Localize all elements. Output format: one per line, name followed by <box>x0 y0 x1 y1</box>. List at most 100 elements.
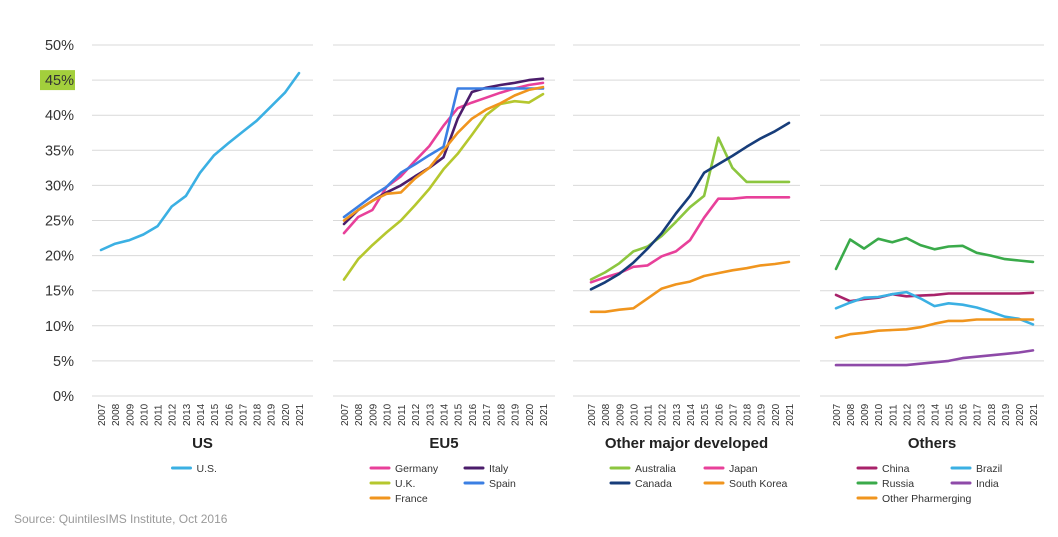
xtick-label: 2011 <box>644 404 655 426</box>
ytick-label: 30% <box>45 178 74 194</box>
legend-label: South Korea <box>729 478 788 490</box>
ytick-label: 10% <box>45 319 74 335</box>
xtick-label: 2017 <box>482 403 493 426</box>
xtick-label: 2011 <box>888 404 899 426</box>
series-line-russia <box>834 236 1035 271</box>
xtick-label: 2015 <box>945 403 956 426</box>
xtick-label: 2012 <box>411 403 422 426</box>
xtick-label: 2008 <box>601 403 612 426</box>
legend-label: Australia <box>635 463 676 475</box>
series-line-south-korea <box>589 260 791 314</box>
xtick-label: 2017 <box>238 403 249 426</box>
source-note: Source: QuintilesIMS Institute, Oct 2016 <box>14 512 228 526</box>
xtick-label: 2010 <box>874 403 885 426</box>
xtick-label: 2021 <box>1029 403 1040 426</box>
series-line-spain <box>342 87 545 219</box>
xtick-label: 2014 <box>931 403 942 426</box>
xtick-label: 2016 <box>468 403 479 426</box>
ytick-label: 40% <box>45 108 74 124</box>
xtick-label: 2018 <box>496 403 507 426</box>
xtick-label: 2019 <box>1001 403 1012 426</box>
xtick-label: 2014 <box>440 403 451 426</box>
xtick-label: 2021 <box>539 403 550 426</box>
xtick-label: 2013 <box>425 403 436 426</box>
ytick-label: 35% <box>45 143 74 159</box>
xtick-label: 2013 <box>182 403 193 426</box>
xtick-label: 2008 <box>354 403 365 426</box>
xtick-label: 2010 <box>383 403 394 426</box>
legend-label: U.S. <box>197 463 217 475</box>
xtick-label: 2013 <box>672 403 683 426</box>
xtick-label: 2021 <box>295 403 306 426</box>
xtick-label: 2007 <box>97 403 108 426</box>
xtick-label: 2007 <box>832 403 843 426</box>
panel-title: EU5 <box>429 435 458 452</box>
panel-eu5: 2007 2008 2009 2010 2011 2012 2013 2014 2015 2016… <box>333 44 555 505</box>
series-line-australia <box>589 136 791 281</box>
legend-label: Other Pharmerging <box>882 493 971 505</box>
xtick-label: 2008 <box>111 403 122 426</box>
legend-label: Canada <box>635 478 672 490</box>
series-line-germany <box>342 81 545 235</box>
ytick-label: 0% <box>53 389 74 405</box>
xtick-label: 2012 <box>168 403 179 426</box>
series-line-france <box>342 85 545 222</box>
xtick-label: 2014 <box>686 403 697 426</box>
legend-label: India <box>976 478 999 490</box>
xtick-label: 2020 <box>281 403 292 426</box>
legend-label: Japan <box>729 463 758 475</box>
xtick-label: 2008 <box>846 403 857 426</box>
xtick-label: 2014 <box>196 403 207 426</box>
xtick-label: 2017 <box>728 403 739 426</box>
xtick-label: 2019 <box>757 403 768 426</box>
xtick-label: 2009 <box>125 403 136 426</box>
ytick-label: 5% <box>53 354 74 370</box>
xtick-label: 2009 <box>860 403 871 426</box>
xtick-label: 2015 <box>210 403 221 426</box>
xtick-label: 2011 <box>154 404 165 426</box>
xtick-label: 2020 <box>771 403 782 426</box>
xtick-label: 2016 <box>224 403 235 426</box>
xtick-label: 2012 <box>902 403 913 426</box>
xtick-label: 2020 <box>525 403 536 426</box>
legend-label: Spain <box>489 478 516 490</box>
xtick-label: 2007 <box>340 403 351 426</box>
legend-label: Russia <box>882 478 914 490</box>
series-line-u-s <box>99 71 301 252</box>
series-line-india <box>834 349 1035 367</box>
series-line-other-pharmerging <box>834 318 1035 340</box>
xtick-label: 2020 <box>1015 403 1026 426</box>
ytick-label: 50% <box>45 38 74 54</box>
legend-label: Germany <box>395 463 439 475</box>
ytick-label: 20% <box>45 249 74 265</box>
xtick-label: 2010 <box>139 403 150 426</box>
panel-title: US <box>192 435 213 452</box>
xtick-label: 2017 <box>973 403 984 426</box>
series-line-brazil <box>834 290 1035 326</box>
panel-us: 2007 2008 2009 2010 2011 2012 2013 2014 2015 2016… <box>92 44 313 475</box>
xtick-label: 2010 <box>629 403 640 426</box>
series-line-canada <box>589 121 791 291</box>
ytick-label: 25% <box>45 214 74 230</box>
xtick-label: 2016 <box>959 403 970 426</box>
xtick-label: 2012 <box>658 403 669 426</box>
panel-others: 2007 2008 2009 2010 2011 2012 2013 2014 2015 2016… <box>820 44 1044 505</box>
xtick-label: 2013 <box>916 403 927 426</box>
xtick-label: 2018 <box>987 403 998 426</box>
legend-label: France <box>395 493 428 505</box>
ytick-label: 45% <box>45 73 74 89</box>
xtick-label: 2016 <box>714 403 725 426</box>
xtick-label: 2019 <box>511 403 522 426</box>
series-line-japan <box>589 196 791 284</box>
legend-label: Brazil <box>976 463 1002 475</box>
xtick-label: 2011 <box>397 404 408 426</box>
xtick-label: 2019 <box>267 403 278 426</box>
series-line-u-k <box>342 92 545 281</box>
ytick-label: 15% <box>45 284 74 300</box>
legend-label: U.K. <box>395 478 415 490</box>
xtick-label: 2018 <box>253 403 264 426</box>
ytick-highlight <box>40 70 75 91</box>
xtick-label: 2015 <box>700 403 711 426</box>
xtick-label: 2018 <box>743 403 754 426</box>
